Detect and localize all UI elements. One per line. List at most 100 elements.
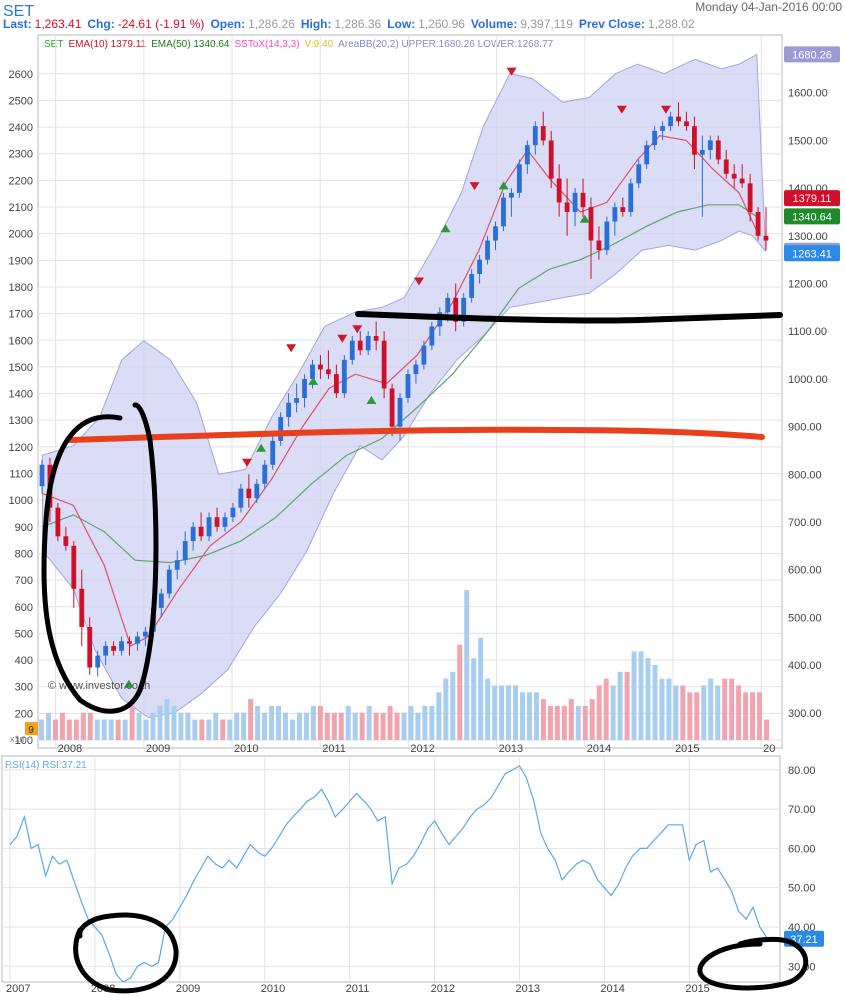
stat-value: 1,260.96 [418,17,465,31]
left-tick-label: 1200 [9,442,33,454]
volume-bar [129,705,135,740]
volume-bar [80,712,86,740]
volume-bar [757,692,763,740]
volume-bar [52,719,58,740]
stat-value: 9,397,119 [520,17,573,31]
volume-bar [45,712,51,740]
right-tick-label: 1500.00 [788,135,828,147]
candle-body [707,140,713,150]
candle-body [135,636,140,644]
candle-body [294,397,299,403]
candle-body [660,126,665,131]
x-tick-label: 2009 [146,743,170,755]
volume-bar [443,678,449,740]
volume-bar [101,719,107,740]
price-tag-value: 1680.26 [792,49,832,61]
left-tick-label: 2300 [9,149,33,161]
candle-body [524,145,530,165]
volume-bar [764,719,770,740]
x-tick-label: 2015 [675,743,699,755]
volume-bar [478,637,484,740]
volume-bar [694,692,700,740]
rsi-line [9,765,769,983]
candle-body [71,545,77,589]
volume-bar [701,685,707,740]
candle-body [143,631,148,637]
candle-body [636,164,642,184]
candle-body [174,560,180,570]
volume-bar [526,692,532,740]
rsi-x-tick-label: 2012 [431,983,455,995]
volume-bar [617,671,623,740]
left-tick-label: 1000 [9,495,33,507]
candle-body [453,297,459,322]
x-tick-label: 2011 [322,743,346,755]
rsi-gridlines [2,758,780,982]
sell-signal-marker [242,458,253,467]
candle-body [381,340,387,389]
stat-label: Chg: [87,17,114,31]
volume-bar [568,699,574,740]
left-tick-label: 400 [15,655,33,667]
volume-bar [73,719,79,740]
candle-body [556,178,562,203]
candle-body [509,192,514,198]
volume-bar [59,712,65,740]
volume-bar [150,712,156,740]
candle-body [357,340,363,351]
volume-bar [87,712,93,740]
annotation-circle-rsi-current [697,936,809,991]
price-tag-box [784,245,840,262]
volume-bar [373,712,379,740]
buy-signal-marker [498,181,509,190]
volume-bar [248,699,254,740]
volume-bar [687,692,693,740]
volume-bar [199,719,205,740]
volume-bar [94,719,100,740]
volume-bar [394,712,400,740]
volume-bar [234,712,240,740]
volume-bar [736,685,742,740]
rsi-tick-label: 60.00 [788,843,816,855]
volume-bar [192,719,198,740]
rsi-label: RSI(14) RSI:37.21 [5,760,87,771]
rsi-x-tick-label: 2013 [515,983,539,995]
candle-body [715,140,721,160]
left-tick-label: 1900 [9,255,33,267]
rsi-tag-value: 37.21 [790,934,818,946]
volume-bar [673,685,679,740]
candle-body [620,207,626,212]
rsi-x-tick-label: 2011 [346,983,370,995]
volume-bar [303,712,309,740]
volume-bar [262,712,268,740]
volume-bar [178,712,184,740]
left-tick-label: 1300 [9,415,33,427]
left-tick-label: 1500 [9,362,33,374]
volume-bar [282,712,288,740]
volume-bar [485,678,491,740]
candle-body [652,130,658,146]
buy-signal-marker [308,376,319,385]
volume-bar [338,712,344,740]
volume-bar [108,719,114,740]
volume-bar [115,719,121,740]
volume-bar [436,692,442,740]
volume-bar [317,705,323,740]
buy-signal-marker [256,443,267,452]
candle-body [182,541,188,561]
candle-body [254,483,260,499]
left-tick-label: 2100 [9,202,33,214]
candle-body [341,359,347,394]
rsi-x-tick-label: 2007 [6,983,30,995]
candle-body [39,464,45,487]
volume-bar [415,712,421,740]
volume-bar [506,685,512,740]
candle-body [676,116,681,122]
candle-body [493,226,498,241]
right-tick-label: 1100.00 [788,326,827,338]
volume-bar [540,699,546,740]
volume-bar [66,719,72,740]
left-tick-label: 1100 [9,469,33,481]
candle-body [532,126,538,146]
volume-bar [547,705,553,740]
